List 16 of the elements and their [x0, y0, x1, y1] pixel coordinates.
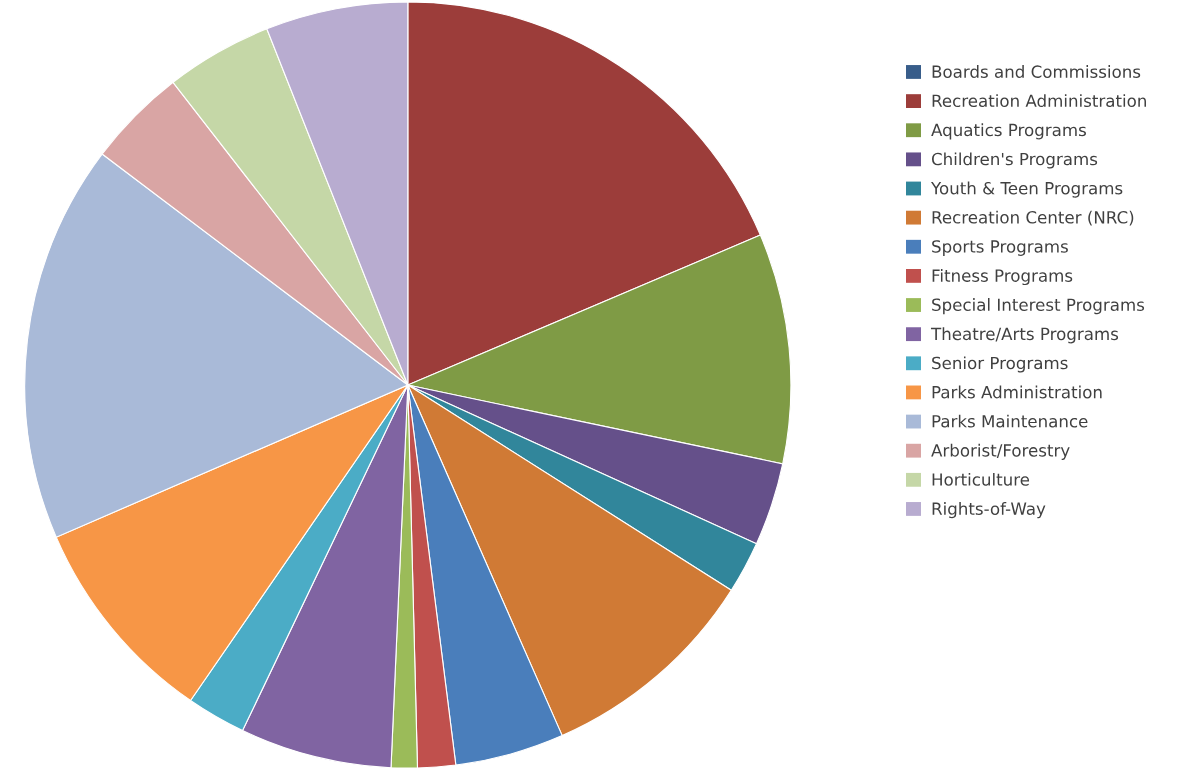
legend-label: Boards and Commissions — [932, 65, 1141, 78]
legend-label: Special Interest Programs — [932, 298, 1145, 315]
legend-label: Arborist/Forestry — [931, 443, 1070, 460]
legend-label: Fitness Programs — [932, 268, 1073, 286]
legend-label: Theatre/Arts Programs — [930, 327, 1119, 344]
legend-label: Parks Maintenance — [932, 414, 1088, 428]
legend-label: Parks Administration — [932, 385, 1102, 399]
legend-label: Rights-of-Way — [932, 502, 1046, 519]
legend-label: Youth & Teen Programs — [930, 181, 1123, 198]
legend-label: Children's Programs — [931, 152, 1098, 169]
legend-label: Recreation Administration — [932, 94, 1146, 108]
legend-label: Sports Programs — [932, 240, 1068, 256]
legend-label: Aquatics Programs — [931, 123, 1086, 140]
legend-label: Recreation Center (NRC) — [932, 210, 1134, 226]
legend-label: Senior Programs — [932, 356, 1068, 373]
legend-label: Horticulture — [932, 472, 1030, 486]
